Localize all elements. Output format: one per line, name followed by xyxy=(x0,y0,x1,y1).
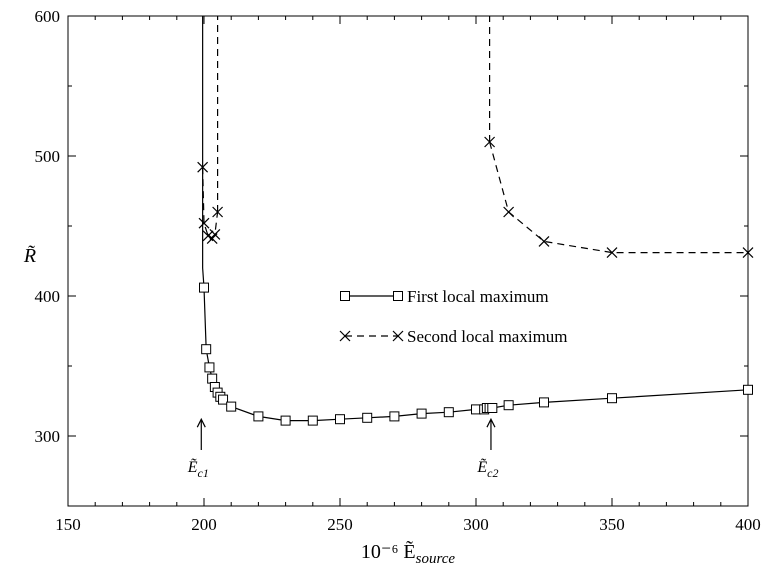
annotation-label: Ẽc2 xyxy=(476,458,498,480)
series-1-marker xyxy=(362,412,373,423)
x-tick-label: 300 xyxy=(463,515,489,534)
series-1-marker xyxy=(443,407,454,418)
series-2-marker xyxy=(606,247,618,259)
annotation-arrow-head xyxy=(486,417,496,428)
series-2-marker xyxy=(197,161,209,173)
series-1-marker xyxy=(253,411,264,422)
series-2-marker xyxy=(484,136,496,148)
tick-labels: 150 200 250 300 350 400 300 400 500 600 xyxy=(35,7,761,534)
y-tick-label: 400 xyxy=(35,287,61,306)
x-axis-label-subscript: source xyxy=(416,551,456,567)
series-1-marker xyxy=(204,362,215,373)
x-marker-stroke xyxy=(339,330,351,342)
series-2-marker xyxy=(209,228,221,240)
series-1-marker xyxy=(280,415,291,426)
x-tick-label: 200 xyxy=(191,515,217,534)
legend-marker-x xyxy=(339,330,351,342)
series-1-marker xyxy=(207,373,218,384)
x-marker-stroke xyxy=(198,217,210,229)
x-tick-label: 150 xyxy=(55,515,81,534)
x-marker-stroke xyxy=(484,136,496,148)
tick-marks xyxy=(67,15,749,507)
annotation-subscript: c2 xyxy=(487,466,498,480)
y-axis-label: R̃ xyxy=(23,244,36,267)
x-marker-stroke xyxy=(742,247,754,259)
legend-marker-x xyxy=(392,330,404,342)
y-tick-label: 500 xyxy=(35,147,61,166)
x-tick-label: 400 xyxy=(735,515,761,534)
series-1-marker xyxy=(416,408,427,419)
annotation-arrow-head xyxy=(196,417,206,428)
x-marker-stroke xyxy=(212,206,224,218)
series-1-marker xyxy=(226,401,237,412)
series-1-marker xyxy=(307,415,318,426)
series-1-marker xyxy=(335,414,345,425)
x-tick-label: 250 xyxy=(327,515,353,534)
series-1-marker xyxy=(218,394,229,405)
series-1-marker xyxy=(487,403,498,413)
series-2-marker xyxy=(198,217,210,229)
x-marker-stroke xyxy=(209,228,221,240)
x-marker-stroke xyxy=(606,247,618,259)
series-layer xyxy=(197,16,754,426)
plot-frame xyxy=(67,15,749,507)
series-1-marker xyxy=(201,344,212,355)
series-1-marker xyxy=(389,411,400,422)
legend-marker-square xyxy=(340,291,350,301)
annotation-label: Ẽc1 xyxy=(187,458,209,480)
x-marker-stroke xyxy=(392,330,404,342)
x-marker-stroke xyxy=(197,161,209,173)
series-2-marker xyxy=(742,247,754,259)
series-2-line xyxy=(489,141,748,254)
x-tick-label: 350 xyxy=(599,515,625,534)
y-tick-label: 600 xyxy=(35,7,61,26)
series-1-marker xyxy=(539,397,549,408)
series-1-marker xyxy=(199,282,209,293)
legend-label-first: First local maximum xyxy=(407,287,549,306)
x-axis-label-main: 10⁻⁶ Ẽ xyxy=(361,539,416,563)
series-2-marker xyxy=(503,206,515,218)
legend-marker-square xyxy=(393,291,403,301)
series-1-marker xyxy=(743,384,753,395)
y-tick-label: 300 xyxy=(35,427,61,446)
x-marker-stroke xyxy=(202,230,214,242)
series-1-marker xyxy=(607,393,617,404)
series-2-marker xyxy=(212,206,224,218)
legend: First local maximum Second local maximum xyxy=(339,287,568,346)
series-1-marker xyxy=(471,404,481,415)
annotation-layer: Ẽc1 Ẽc2 xyxy=(187,417,499,480)
series-1-marker xyxy=(503,400,514,411)
x-axis-label: 10⁻⁶ Ẽsource xyxy=(361,539,456,567)
x-marker-stroke xyxy=(503,206,515,218)
series-2-line xyxy=(202,167,219,240)
legend-label-second: Second local maximum xyxy=(407,327,568,346)
annotation-subscript: c1 xyxy=(198,466,209,480)
x-marker-stroke xyxy=(538,235,550,247)
series-2-marker xyxy=(538,235,550,247)
